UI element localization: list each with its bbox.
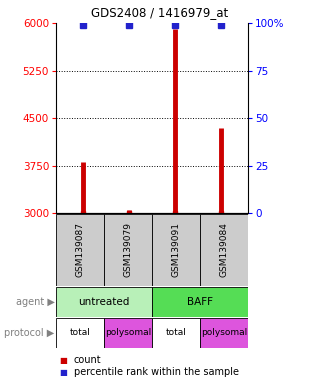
Bar (56, 214, 104, 286)
Bar (104, 318, 152, 348)
Text: GSM139084: GSM139084 (220, 223, 228, 277)
Text: BAFF: BAFF (187, 297, 213, 307)
Text: untreated: untreated (78, 297, 130, 307)
Text: GDS2408 / 1416979_at: GDS2408 / 1416979_at (92, 6, 228, 19)
Text: polysomal: polysomal (105, 328, 151, 337)
Text: GSM139087: GSM139087 (76, 222, 84, 278)
Text: polysomal: polysomal (201, 328, 247, 337)
Text: GSM139091: GSM139091 (172, 222, 180, 278)
Text: protocol ▶: protocol ▶ (4, 328, 54, 338)
Bar (200, 318, 248, 348)
Bar (104, 214, 152, 286)
Text: percentile rank within the sample: percentile rank within the sample (74, 367, 239, 377)
Text: GSM139079: GSM139079 (124, 222, 132, 278)
Bar (56, 287, 152, 317)
Bar (152, 287, 248, 317)
Text: ■: ■ (59, 356, 67, 365)
Bar (56, 318, 104, 348)
Bar (200, 214, 248, 286)
Text: ■: ■ (59, 368, 67, 377)
Text: count: count (74, 355, 101, 365)
Text: total: total (69, 328, 91, 337)
Bar (152, 318, 200, 348)
Text: agent ▶: agent ▶ (16, 297, 54, 307)
Text: total: total (165, 328, 187, 337)
Bar (152, 214, 200, 286)
